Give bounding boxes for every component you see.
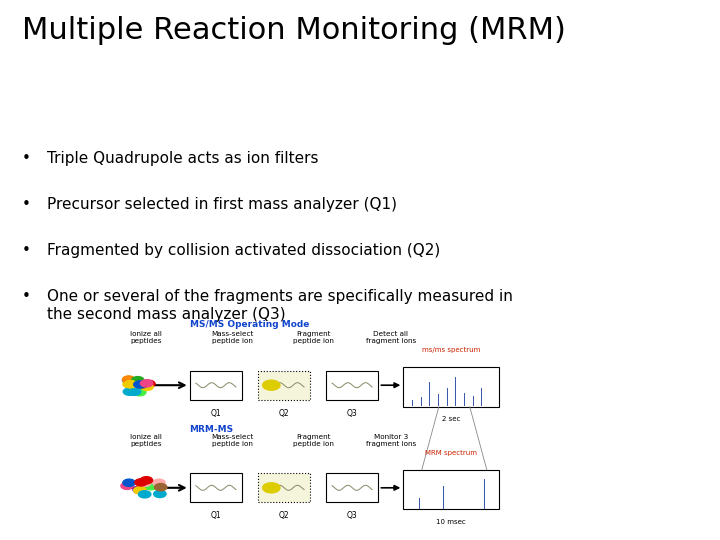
Circle shape xyxy=(139,479,151,487)
Bar xyxy=(325,474,379,502)
Circle shape xyxy=(138,482,150,489)
Circle shape xyxy=(135,381,148,388)
Circle shape xyxy=(123,381,135,388)
Circle shape xyxy=(141,383,153,390)
Text: Ionize all
peptides: Ionize all peptides xyxy=(130,331,162,344)
Circle shape xyxy=(123,388,135,395)
Circle shape xyxy=(125,381,137,388)
Text: Precursor selected in first mass analyzer (Q1): Precursor selected in first mass analyze… xyxy=(47,197,397,212)
Text: •: • xyxy=(22,197,30,212)
Bar xyxy=(189,474,242,502)
Text: Fragment
peptide ion: Fragment peptide ion xyxy=(293,434,334,447)
Circle shape xyxy=(123,479,135,487)
Circle shape xyxy=(140,477,153,484)
Text: Mass-select
peptide ion: Mass-select peptide ion xyxy=(212,434,254,447)
Text: Multiple Reaction Monitoring (MRM): Multiple Reaction Monitoring (MRM) xyxy=(22,16,565,45)
Bar xyxy=(325,371,379,400)
Circle shape xyxy=(145,483,157,490)
Circle shape xyxy=(128,388,140,395)
Circle shape xyxy=(138,482,150,489)
Text: Q3: Q3 xyxy=(347,511,358,520)
Text: Q3: Q3 xyxy=(347,409,358,417)
Bar xyxy=(403,367,499,407)
Circle shape xyxy=(155,484,167,491)
Text: Q1: Q1 xyxy=(210,409,221,417)
Text: Ionize all
peptides: Ionize all peptides xyxy=(130,434,162,447)
Circle shape xyxy=(133,486,145,493)
Text: Monitor 3
fragment ions: Monitor 3 fragment ions xyxy=(366,434,416,447)
Circle shape xyxy=(263,380,280,390)
Text: Mass-select
peptide ion: Mass-select peptide ion xyxy=(212,331,254,344)
Bar xyxy=(258,474,310,502)
Text: Fragment
peptide ion: Fragment peptide ion xyxy=(293,331,334,344)
Circle shape xyxy=(134,487,146,494)
Text: Triple Quadrupole acts as ion filters: Triple Quadrupole acts as ion filters xyxy=(47,151,318,166)
Circle shape xyxy=(132,376,144,384)
Circle shape xyxy=(263,483,280,493)
Text: MS/MS Operating Mode: MS/MS Operating Mode xyxy=(189,320,309,329)
Text: 2 sec: 2 sec xyxy=(442,416,460,422)
Bar xyxy=(189,371,242,400)
Circle shape xyxy=(140,380,153,387)
Circle shape xyxy=(135,479,148,486)
Circle shape xyxy=(122,376,135,384)
Text: MRM-MS: MRM-MS xyxy=(189,425,234,434)
Bar xyxy=(403,470,499,509)
Text: Q2: Q2 xyxy=(279,409,289,417)
Text: Q1: Q1 xyxy=(210,511,221,520)
Text: Detect all
fragment ions: Detect all fragment ions xyxy=(366,331,416,344)
Text: 10 msec: 10 msec xyxy=(436,519,466,525)
Text: MRM spectrum: MRM spectrum xyxy=(426,450,477,456)
Circle shape xyxy=(153,490,166,497)
Text: ms/ms spectrum: ms/ms spectrum xyxy=(422,347,480,353)
Circle shape xyxy=(134,381,146,388)
Circle shape xyxy=(133,389,146,396)
Circle shape xyxy=(121,482,133,489)
Bar xyxy=(258,371,310,400)
Text: Q2: Q2 xyxy=(279,511,289,520)
Circle shape xyxy=(132,387,145,394)
Text: One or several of the fragments are specifically measured in
the second mass ana: One or several of the fragments are spec… xyxy=(47,289,513,322)
Circle shape xyxy=(153,479,165,487)
Text: •: • xyxy=(22,151,30,166)
Text: Fragmented by collision activated dissociation (Q2): Fragmented by collision activated dissoc… xyxy=(47,243,440,258)
Circle shape xyxy=(138,491,151,498)
Text: •: • xyxy=(22,289,30,304)
Circle shape xyxy=(143,380,155,388)
Circle shape xyxy=(122,376,135,383)
Text: •: • xyxy=(22,243,30,258)
